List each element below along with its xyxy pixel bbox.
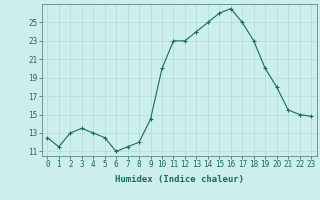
X-axis label: Humidex (Indice chaleur): Humidex (Indice chaleur) <box>115 175 244 184</box>
